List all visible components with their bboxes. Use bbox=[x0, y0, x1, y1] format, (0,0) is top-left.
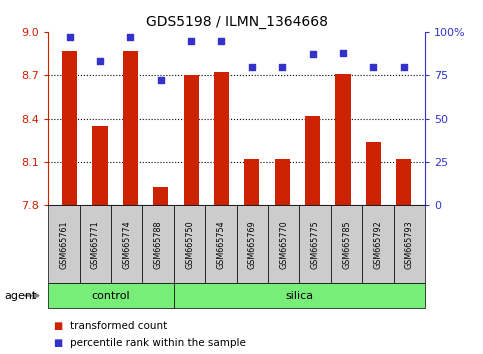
Point bbox=[248, 64, 256, 69]
Bar bbox=[244, 159, 259, 205]
Text: GSM665771: GSM665771 bbox=[91, 220, 100, 269]
Bar bbox=[335, 74, 351, 205]
Bar bbox=[366, 142, 381, 205]
Bar bbox=[184, 75, 199, 205]
Text: agent: agent bbox=[5, 291, 37, 301]
Bar bbox=[275, 159, 290, 205]
Point bbox=[278, 64, 286, 69]
Text: GSM665775: GSM665775 bbox=[311, 220, 320, 269]
Text: GSM665770: GSM665770 bbox=[279, 220, 288, 269]
Point bbox=[96, 58, 104, 64]
Bar bbox=[153, 187, 168, 205]
Point bbox=[157, 78, 165, 83]
Bar bbox=[305, 116, 320, 205]
Text: GSM665769: GSM665769 bbox=[248, 220, 257, 269]
Bar bbox=[92, 126, 108, 205]
Point bbox=[218, 38, 226, 44]
Text: transformed count: transformed count bbox=[70, 321, 167, 331]
Bar bbox=[214, 72, 229, 205]
Text: GSM665754: GSM665754 bbox=[216, 220, 226, 269]
Point bbox=[187, 38, 195, 44]
Bar bbox=[62, 51, 77, 205]
Point bbox=[127, 34, 134, 40]
Bar bbox=[123, 51, 138, 205]
Text: silica: silica bbox=[285, 291, 313, 301]
Point bbox=[66, 34, 73, 40]
Text: control: control bbox=[92, 291, 130, 301]
Text: GSM665750: GSM665750 bbox=[185, 220, 194, 269]
Point bbox=[339, 50, 347, 56]
Point bbox=[369, 64, 377, 69]
Point bbox=[309, 52, 316, 57]
Title: GDS5198 / ILMN_1364668: GDS5198 / ILMN_1364668 bbox=[146, 16, 327, 29]
Text: GSM665785: GSM665785 bbox=[342, 220, 351, 269]
Text: ■: ■ bbox=[53, 321, 62, 331]
Text: GSM665792: GSM665792 bbox=[373, 220, 383, 269]
Text: percentile rank within the sample: percentile rank within the sample bbox=[70, 338, 246, 348]
Text: GSM665761: GSM665761 bbox=[59, 220, 69, 269]
Text: GSM665774: GSM665774 bbox=[122, 220, 131, 269]
Bar bbox=[396, 159, 412, 205]
Text: GSM665793: GSM665793 bbox=[405, 220, 414, 269]
Point bbox=[400, 64, 408, 69]
Text: GSM665788: GSM665788 bbox=[154, 220, 163, 269]
Text: ■: ■ bbox=[53, 338, 62, 348]
